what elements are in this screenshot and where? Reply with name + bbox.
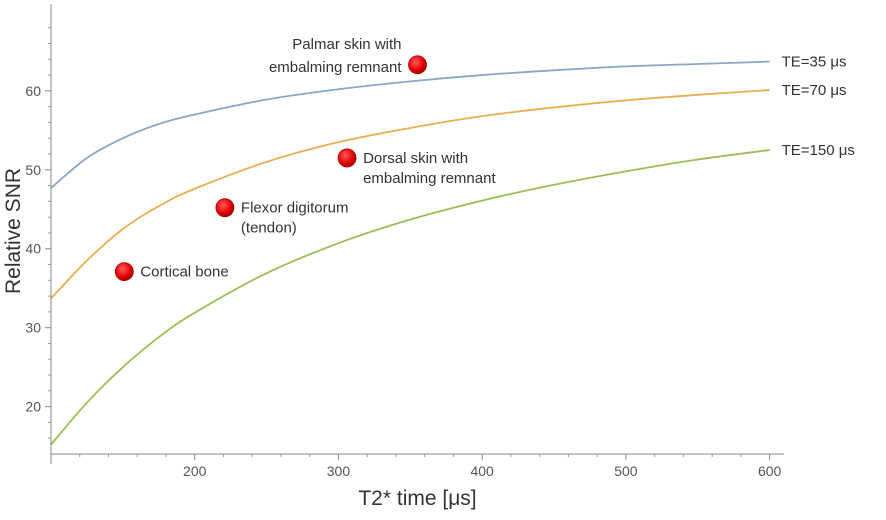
point-label-4: Palmar skin with (292, 36, 401, 53)
series-line-3 (50, 149, 770, 446)
x-tick-label: 600 (758, 463, 782, 479)
point-label-2: (tendon) (241, 220, 297, 237)
axes-layer: 200 300 400 500 600 20 30 40 50 60 (25, 4, 784, 479)
point-label-3: Dorsal skin with (363, 150, 468, 167)
data-point-3 (337, 148, 357, 168)
data-point-1 (114, 262, 134, 282)
x-tick-label: 200 (183, 463, 207, 479)
y-tick-label: 40 (25, 241, 41, 257)
y-tick-label: 20 (25, 399, 41, 415)
x-axis-ticks: 200 300 400 500 600 (79, 454, 782, 479)
point-label-4: embalming remnant (269, 59, 402, 76)
x-tick-label: 300 (327, 463, 351, 479)
point-label-1: Cortical bone (140, 264, 228, 281)
series-line-2 (50, 89, 770, 300)
series-label-2: TE=70 μs (782, 82, 847, 99)
x-axis-title: T2* time [μs] (358, 487, 476, 510)
series-label-1: TE=35 μs (782, 54, 847, 71)
x-tick-label: 500 (614, 463, 638, 479)
point-label-2: Flexor digitorum (241, 200, 349, 217)
y-tick-label: 60 (25, 83, 41, 99)
y-tick-label: 30 (25, 320, 41, 336)
x-tick-label: 400 (470, 463, 494, 479)
series-label-3: TE=150 μs (782, 142, 855, 159)
curves-layer: TE=35 μs TE=70 μs TE=150 μs (50, 54, 855, 446)
y-axis-title: Relative SNR (2, 168, 25, 294)
data-point-2 (215, 198, 235, 218)
point-label-3: embalming remnant (363, 170, 496, 187)
y-tick-label: 50 (25, 162, 41, 178)
data-point-4 (408, 55, 427, 75)
series-line-1 (50, 60, 770, 189)
points-layer: Cortical bone Flexor digitorum (tendon) Dor… (114, 36, 496, 282)
y-axis-ticks: 20 30 40 50 60 (25, 27, 51, 439)
